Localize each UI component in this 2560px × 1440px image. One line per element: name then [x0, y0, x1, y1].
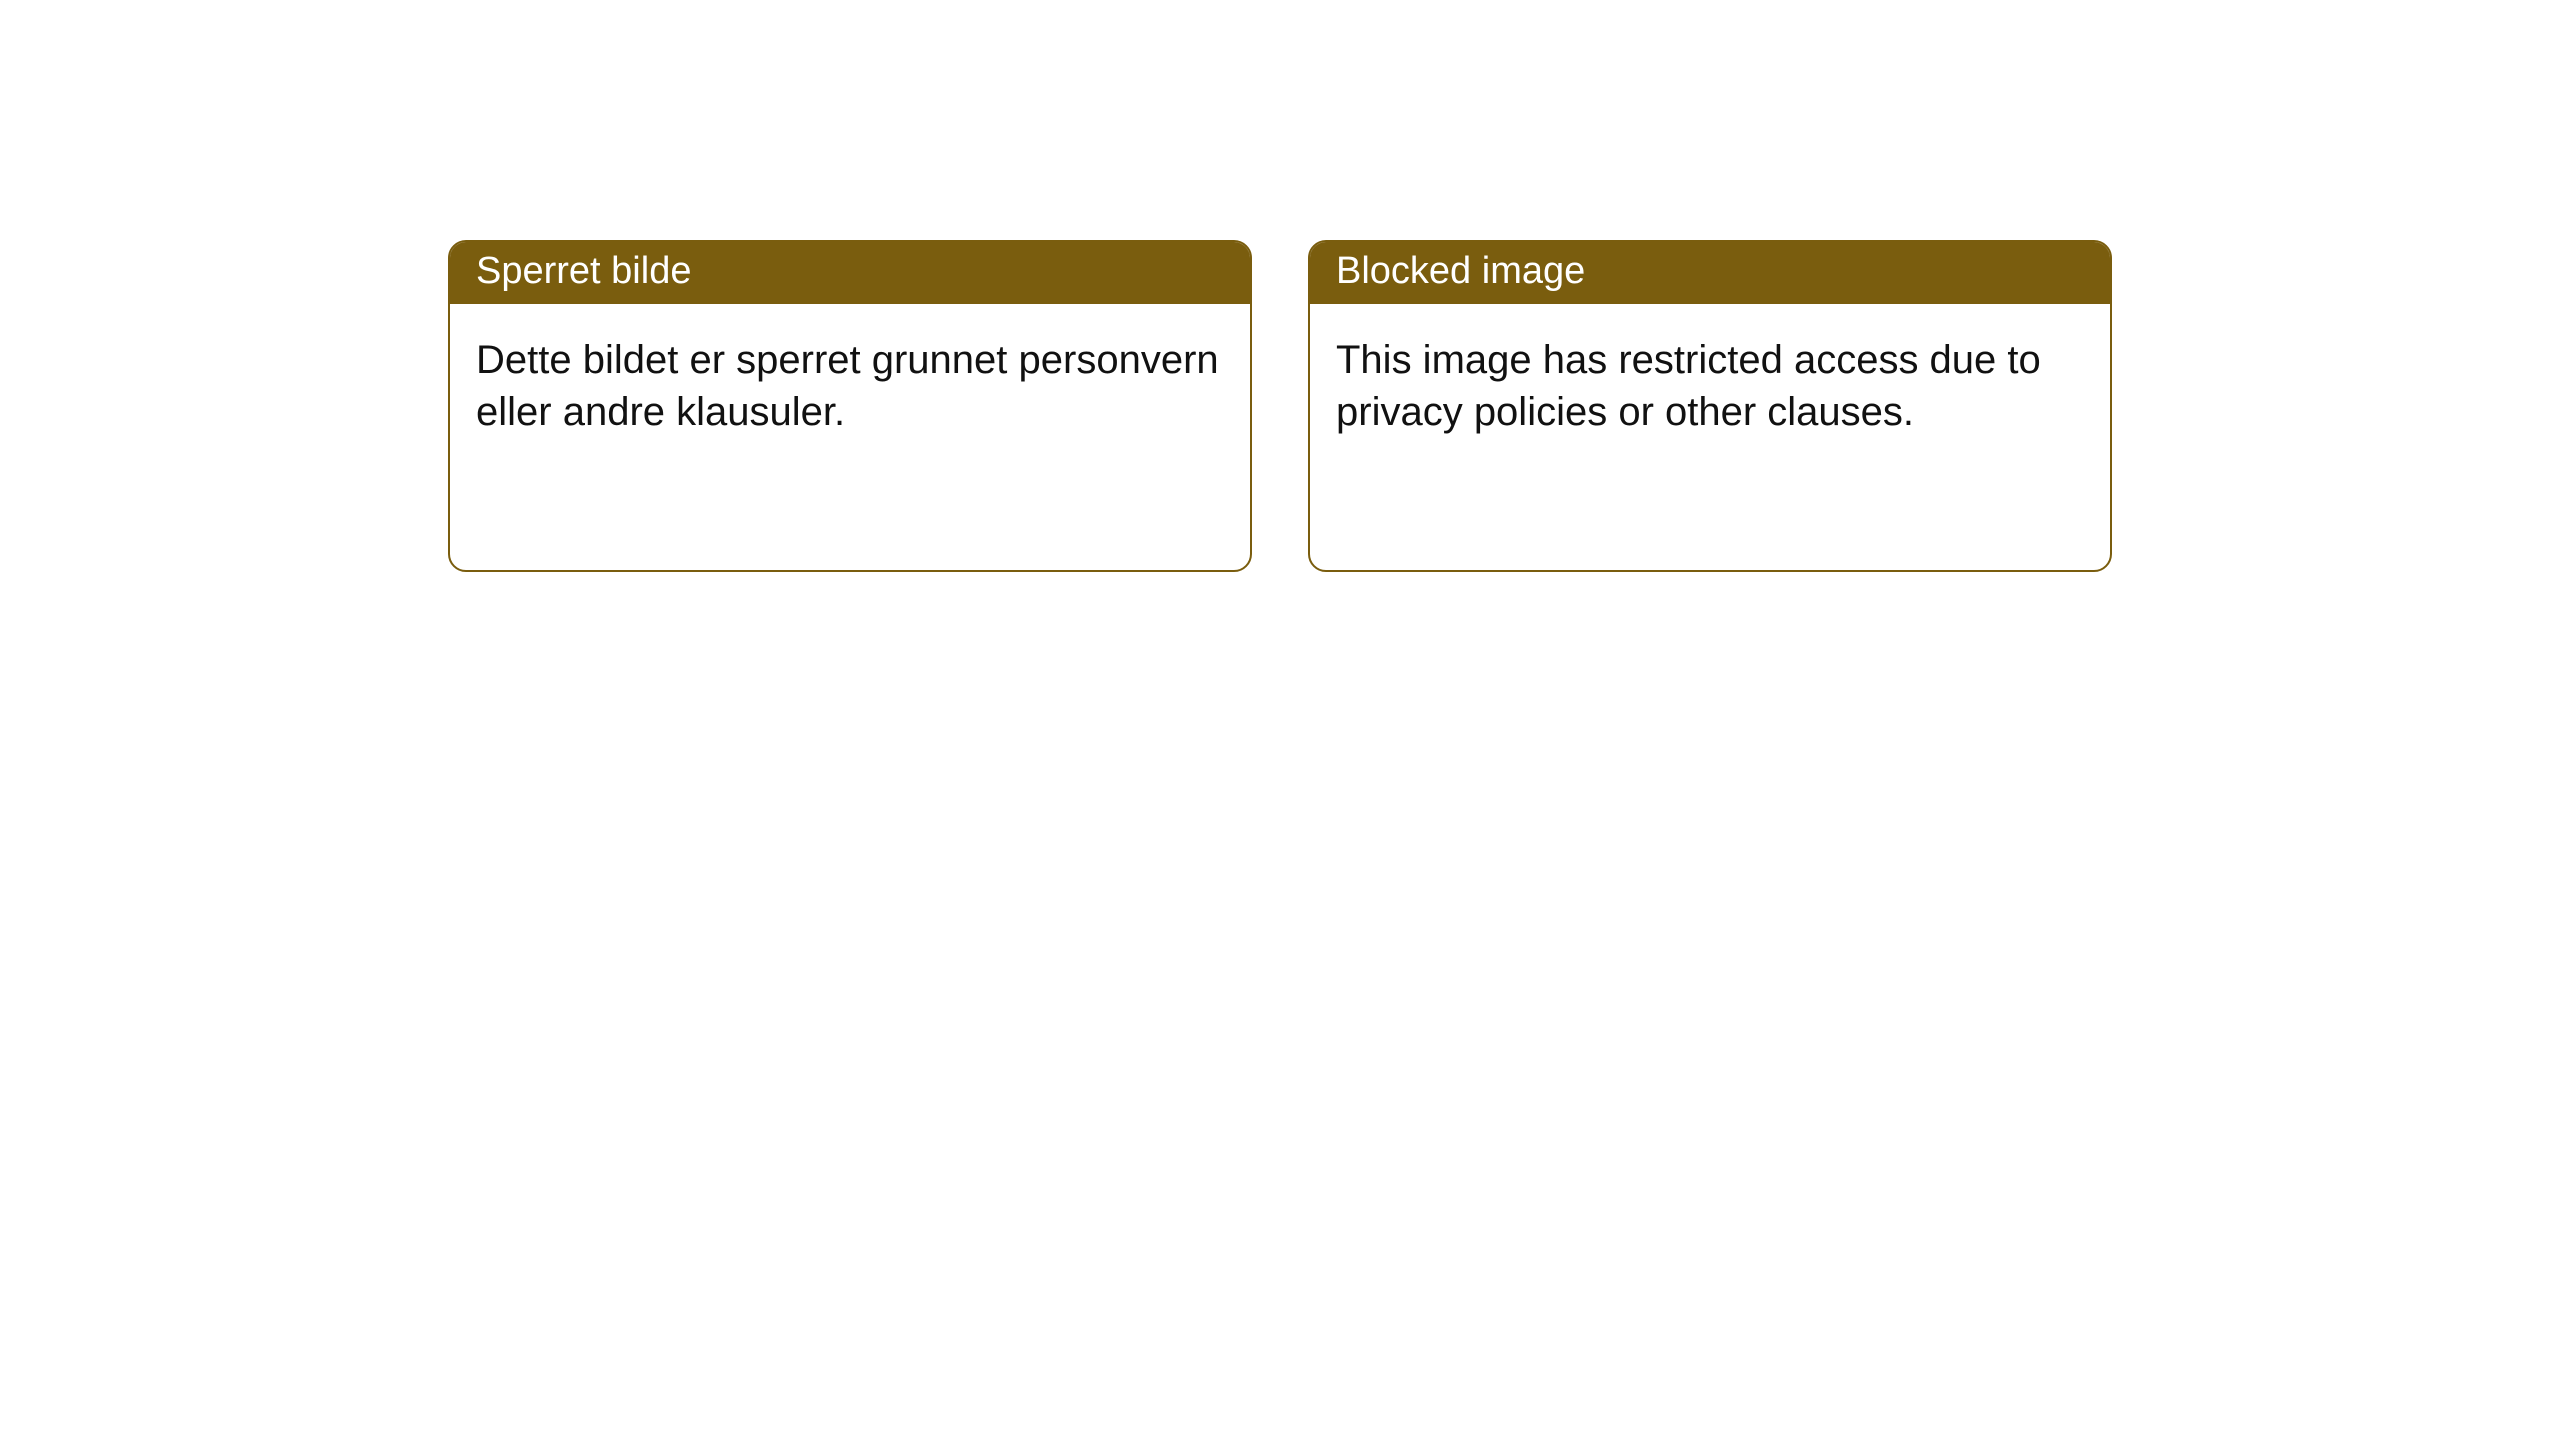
card-body: This image has restricted access due to …	[1310, 304, 2110, 468]
card-title: Blocked image	[1310, 242, 2110, 304]
notice-card-norwegian: Sperret bilde Dette bildet er sperret gr…	[448, 240, 1252, 572]
card-body: Dette bildet er sperret grunnet personve…	[450, 304, 1250, 468]
notice-card-english: Blocked image This image has restricted …	[1308, 240, 2112, 572]
notice-cards: Sperret bilde Dette bildet er sperret gr…	[448, 240, 2560, 572]
card-title: Sperret bilde	[450, 242, 1250, 304]
